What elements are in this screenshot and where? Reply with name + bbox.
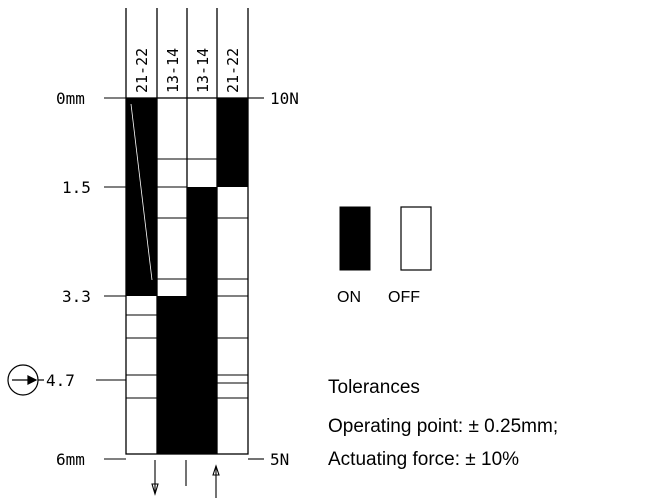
force-mark-bottom: 5N	[270, 450, 289, 469]
travel-mark-6: 6mm	[56, 450, 85, 469]
force-scale: 10N 5N	[248, 89, 299, 469]
travel-mark-3-3: 3.3	[62, 287, 91, 306]
legend-off-label: OFF	[388, 289, 420, 306]
column-label-4: 21-22	[224, 48, 242, 93]
legend-on-label: ON	[337, 289, 361, 306]
on-regions	[126, 98, 248, 454]
column-headers: 21-22 13-14 13-14 21-22	[133, 48, 242, 93]
travel-mark-0: 0mm	[56, 89, 85, 108]
legend-on-swatch	[339, 206, 371, 271]
col4-on-region	[217, 98, 248, 187]
force-mark-top: 10N	[270, 89, 299, 108]
col2-on-region	[157, 296, 187, 454]
column-label-2: 13-14	[164, 48, 182, 93]
col3-on-region	[187, 187, 217, 454]
arrow-circle-icon	[7, 364, 44, 396]
column-label-1: 21-22	[133, 48, 151, 93]
grid-frame	[125, 97, 249, 455]
travel-scale: 0mm 1.5 3.3 4.7 6mm	[46, 89, 126, 469]
col1-on-region	[126, 98, 157, 296]
off-ticks	[126, 158, 248, 399]
travel-arrows	[151, 460, 220, 498]
legend: ON OFF	[337, 206, 432, 306]
tolerance-actuating-force: Actuating force: ± 10%	[328, 449, 519, 470]
arrow-up-icon	[212, 464, 220, 498]
arrow-down-icon	[151, 460, 159, 496]
tolerances: Tolerances Operating point: ± 0.25mm; Ac…	[328, 377, 558, 470]
travel-mark-1-5: 1.5	[62, 178, 91, 197]
column-label-3: 13-14	[194, 48, 212, 93]
tolerance-operating-point: Operating point: ± 0.25mm;	[328, 416, 558, 437]
travel-mark-4-7: 4.7	[46, 371, 75, 390]
header-lines	[125, 8, 249, 98]
tolerances-heading: Tolerances	[328, 377, 420, 398]
col1-diagonal	[130, 103, 153, 281]
legend-off-swatch	[400, 206, 432, 271]
